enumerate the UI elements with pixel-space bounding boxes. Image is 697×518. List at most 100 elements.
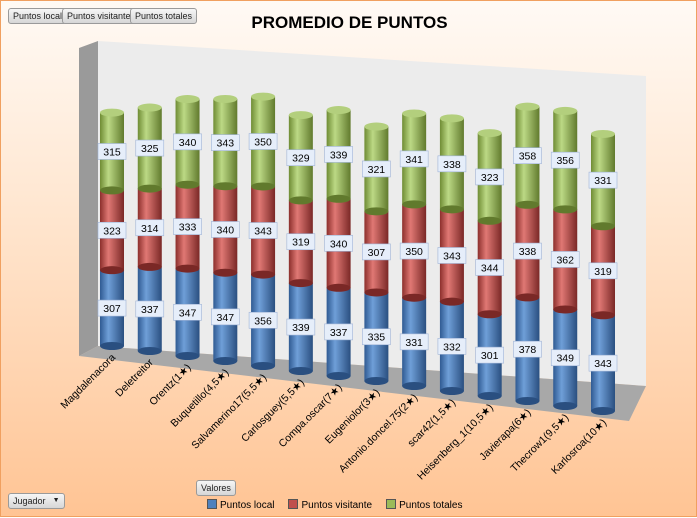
cylinder-edge <box>175 264 200 273</box>
data-label: 337 <box>141 304 159 316</box>
data-label: 333 <box>179 222 197 234</box>
cylinder-edge <box>591 222 615 231</box>
data-label: 347 <box>179 307 197 319</box>
cylinder-edge <box>553 305 578 314</box>
data-label: 315 <box>103 146 121 158</box>
cylinder-top <box>553 106 578 115</box>
floor <box>79 346 646 421</box>
cylinder-edge <box>251 182 276 191</box>
data-label: 358 <box>519 151 537 163</box>
cylinder-edge <box>137 262 162 271</box>
data-label-box <box>211 308 240 326</box>
cylinder-edge <box>515 200 540 209</box>
data-label-box <box>362 328 391 346</box>
cylinder-edge <box>591 407 615 415</box>
data-label: 314 <box>141 223 159 235</box>
data-label-box <box>399 150 429 168</box>
legend-label: Puntos totales <box>399 500 463 511</box>
cylinder-edge <box>137 184 162 193</box>
data-label-box <box>324 146 353 163</box>
data-label-box <box>399 242 429 260</box>
data-label-box <box>588 262 618 280</box>
cylinder-edge <box>477 392 502 400</box>
data-label-box <box>173 303 202 321</box>
data-label: 321 <box>368 164 386 176</box>
data-label-box <box>588 354 618 372</box>
cylinder-edge <box>175 352 200 360</box>
data-label: 331 <box>405 337 423 349</box>
data-label: 343 <box>443 250 461 262</box>
data-label-box <box>513 147 542 165</box>
row-field-label: Jugador <box>13 496 46 506</box>
cylinder-edge <box>213 268 238 277</box>
data-label-box <box>437 155 467 173</box>
cylinder-top <box>251 92 276 101</box>
data-label: 335 <box>368 332 386 344</box>
cylinder-top <box>439 114 464 123</box>
chart-title: PROMEDIO DE PUNTOS <box>251 13 448 32</box>
cylinder-edge <box>175 180 200 189</box>
row-field-button-jugador[interactable]: Jugador ▼ <box>8 493 65 509</box>
data-label: 350 <box>254 137 272 149</box>
legend-item: Puntos local <box>207 499 274 511</box>
data-label: 339 <box>292 322 310 334</box>
x-tick-label: Magdalenacora <box>58 352 118 412</box>
cylinder-top <box>364 122 389 131</box>
data-label-box <box>550 349 580 367</box>
data-label-box <box>588 171 618 189</box>
cylinder-edge <box>402 382 427 390</box>
data-label: 340 <box>179 137 197 149</box>
data-label-box <box>324 234 353 252</box>
data-label: 338 <box>443 159 461 171</box>
cylinder-edge <box>100 342 124 350</box>
cylinder-edge <box>326 372 351 380</box>
legend-label: Puntos local <box>220 500 275 511</box>
data-label-box <box>286 233 316 251</box>
data-label: 343 <box>594 358 612 370</box>
values-field-button[interactable]: Valores <box>196 480 236 496</box>
data-label-box <box>513 340 542 358</box>
cylinder-edge <box>364 288 389 297</box>
cylinder-edge <box>364 377 389 385</box>
filter-button-puntos-totales[interactable]: Puntos totales <box>130 8 198 24</box>
data-label-box <box>286 318 316 336</box>
dropdown-arrow-icon: ▼ <box>52 497 60 504</box>
cylinder-top <box>213 94 238 103</box>
cylinder-edge <box>439 387 464 395</box>
data-label-box <box>324 323 353 341</box>
cylinder-edge <box>288 196 313 205</box>
cylinder-top <box>175 95 200 104</box>
cylinder-edge <box>515 397 540 405</box>
data-label-box <box>173 218 202 235</box>
data-label-box <box>173 133 202 151</box>
cylinder-edge <box>326 283 351 292</box>
cylinder-edge <box>213 357 238 365</box>
data-label: 378 <box>519 344 537 356</box>
data-label: 349 <box>556 353 574 365</box>
data-label-box <box>286 149 316 167</box>
data-label-box <box>135 139 165 157</box>
cylinder-edge <box>364 207 389 216</box>
x-tick-label: Orentz(1★) <box>147 362 194 409</box>
data-label-box <box>513 242 542 260</box>
chart-legend: Puntos local Puntos visitante Puntos total… <box>207 499 462 511</box>
data-label-box <box>97 221 127 239</box>
x-tick-label: Antonio.doncel.75(2★) <box>337 392 421 476</box>
cylinder-edge <box>515 293 540 302</box>
data-label-box <box>362 243 391 261</box>
cylinder-top <box>402 109 427 118</box>
data-label-box <box>475 168 504 186</box>
data-label-box <box>399 333 429 351</box>
side-wall <box>79 41 98 356</box>
cylinder-top <box>288 111 313 120</box>
cylinder-edge <box>288 279 313 288</box>
data-label: 337 <box>330 327 348 339</box>
data-label: 332 <box>443 341 461 353</box>
cylinder-top <box>515 102 540 111</box>
data-label-box <box>97 143 127 160</box>
data-label: 307 <box>103 303 121 315</box>
x-tick-label: Salvamerino17(5,5★) <box>189 372 269 452</box>
data-label: 343 <box>217 138 235 150</box>
